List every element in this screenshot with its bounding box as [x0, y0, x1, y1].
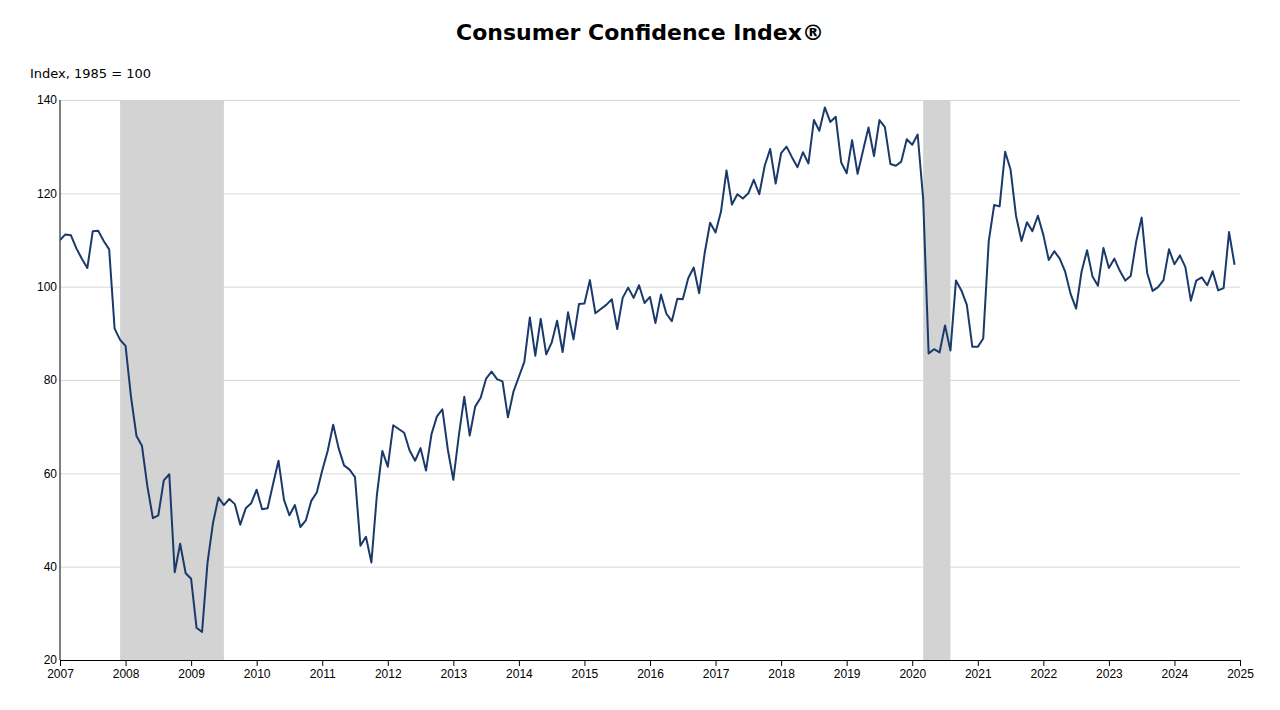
y-tick-label: 100 [37, 280, 57, 294]
x-tick-label: 2021 [965, 667, 992, 681]
x-tick-label: 2022 [1030, 667, 1057, 681]
x-tick-label: 2014 [506, 667, 533, 681]
chart: Consumer Confidence Index® Index, 1985 = … [0, 0, 1280, 710]
tick-mark [584, 660, 585, 666]
tick-mark [650, 660, 651, 666]
grid-line [60, 380, 1240, 381]
x-tick: 2023 [1096, 660, 1123, 681]
tick-mark [1174, 660, 1175, 666]
y-tick-label: 60 [44, 467, 58, 481]
x-tick-label: 2019 [834, 667, 861, 681]
tick-mark [1043, 660, 1044, 666]
marks [60, 100, 1235, 660]
x-tick-label: 2007 [47, 667, 74, 681]
x-tick: 2016 [637, 660, 664, 681]
tick-mark [453, 660, 454, 666]
tick-mark [912, 660, 913, 666]
x-tick: 2011 [310, 660, 336, 681]
x-tick-label: 2013 [440, 667, 467, 681]
x-axis-line [61, 661, 1241, 667]
x-tick: 2009 [178, 660, 205, 681]
recession-span [120, 100, 224, 660]
x-tick: 2014 [506, 660, 533, 681]
y-tick-label: 80 [44, 373, 58, 387]
grid-line [60, 567, 1240, 568]
tick-mark [519, 660, 520, 666]
x-tick-label: 2015 [572, 667, 599, 681]
tick-mark [388, 660, 389, 666]
x-axis: 2007 2008 2009 2010 2011 2012 2013 2014 2015 2016… [47, 660, 1254, 681]
y-tick-label: 140 [37, 93, 57, 107]
x-tick: 2025 [1227, 660, 1254, 681]
x-tick: 2007 [47, 660, 74, 681]
x-tick-label: 2025 [1227, 667, 1254, 681]
x-tick: 2020 [899, 660, 926, 681]
x-tick-label: 2009 [178, 667, 205, 681]
tick-mark [191, 660, 192, 666]
grid-line [60, 287, 1240, 288]
x-tick: 2018 [768, 660, 795, 681]
x-tick: 2013 [440, 660, 467, 681]
x-tick-label: 2023 [1096, 667, 1123, 681]
tick-mark [781, 660, 782, 666]
x-tick: 2012 [375, 660, 402, 681]
x-tick: 2008 [113, 660, 140, 681]
data-line [60, 107, 1235, 632]
recession-span [923, 100, 950, 660]
title: Consumer Confidence Index® [456, 20, 824, 45]
y-tick-label: 20 [44, 653, 58, 667]
tick-mark [1240, 660, 1241, 666]
x-tick-label: 2016 [637, 667, 664, 681]
y-tick-label: 120 [37, 187, 57, 201]
x-tick-label: 2008 [113, 667, 140, 681]
x-tick: 2021 [965, 660, 992, 681]
x-tick: 2015 [572, 660, 599, 681]
y-axis: 20 40 60 80 100 120 140 [37, 93, 1240, 667]
tick-mark [847, 660, 848, 666]
x-tick-label: 2020 [899, 667, 926, 681]
grid-line [60, 473, 1240, 474]
x-tick-label: 2024 [1162, 667, 1189, 681]
tick-mark [322, 660, 323, 666]
x-tick: 2010 [244, 660, 271, 681]
tick-mark [126, 660, 127, 666]
y-axis-title: Index, 1985 = 100 [30, 66, 151, 81]
x-tick: 2024 [1162, 660, 1189, 681]
x-tick-label: 2012 [375, 667, 402, 681]
x-tick: 2022 [1030, 660, 1057, 681]
x-tick: 2017 [703, 660, 730, 681]
x-tick: 2019 [834, 660, 861, 681]
grid-line [60, 100, 1240, 101]
tick-mark [257, 660, 258, 666]
x-tick-label: 2017 [703, 667, 730, 681]
tick-mark [60, 660, 61, 666]
y-tick-label: 40 [44, 560, 58, 574]
tick-mark [716, 660, 717, 666]
x-tick-label: 2018 [768, 667, 795, 681]
tick-mark [978, 660, 979, 666]
grid-line [60, 193, 1240, 194]
x-tick-label: 2010 [244, 667, 271, 681]
y-axis-line [60, 100, 61, 660]
plot-area: 20 40 60 80 100 120 140 2007 2008 2009 2010 2011 201… [37, 93, 1254, 680]
x-tick-label: 2011 [310, 667, 336, 681]
tick-mark [1109, 660, 1110, 666]
